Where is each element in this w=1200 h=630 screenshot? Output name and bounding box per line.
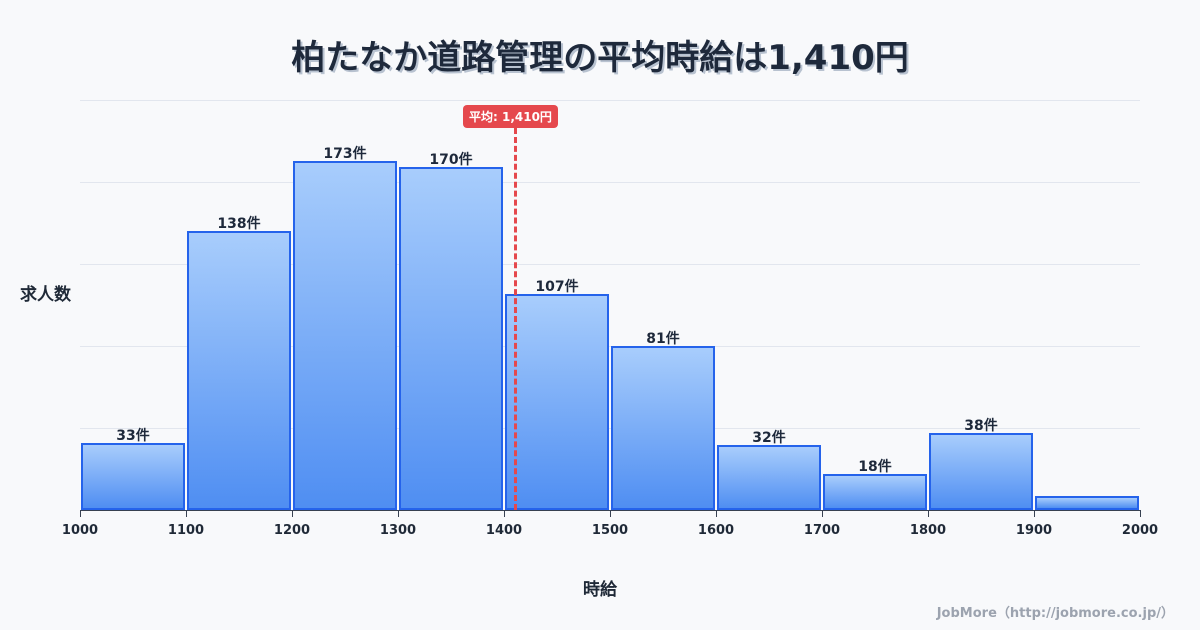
x-tick-label: 1500 [591, 523, 629, 538]
mean-badge: 平均: 1,410円 [463, 105, 558, 128]
histogram-bar: 170件 [399, 152, 503, 510]
x-tick [610, 510, 611, 517]
bar-value-label: 32件 [752, 430, 786, 447]
x-tick [292, 510, 293, 517]
histogram-bar: 33件 [81, 428, 185, 510]
x-tick-label: 1700 [803, 523, 841, 538]
x-tick-label: 1900 [1015, 523, 1053, 538]
bar-value-label: 38件 [964, 418, 998, 435]
x-tick [928, 510, 929, 517]
y-axis-label: 求人数 [20, 285, 71, 305]
gridline [80, 182, 1140, 183]
gridline [80, 100, 1140, 101]
histogram-bar: 173件 [293, 146, 397, 510]
source-credit: JobMore（http://jobmore.co.jp/） [936, 606, 1174, 621]
x-tick-label: 1200 [273, 523, 311, 538]
histogram-bar [1035, 495, 1139, 510]
x-tick-label: 1000 [61, 523, 99, 538]
x-tick [398, 510, 399, 517]
x-tick [1034, 510, 1035, 517]
x-axis-label: 時給 [583, 580, 617, 600]
histogram-bar: 81件 [611, 331, 715, 510]
gridline [80, 264, 1140, 265]
x-tick-label: 2000 [1121, 523, 1159, 538]
bar-value-label: 18件 [858, 458, 892, 475]
bar-value-label: 170件 [429, 151, 473, 168]
chart-title: 柏たなか道路管理の平均時給は1,410円 [291, 38, 909, 78]
x-tick-label: 1100 [167, 523, 205, 538]
mean-line [514, 128, 517, 510]
x-tick-label: 1600 [697, 523, 735, 538]
gridline [80, 428, 1140, 429]
histogram-bar: 32件 [717, 430, 821, 510]
plot-area: 33件 138件 173件 170件 107件 81件 32件 18件 38件 [80, 100, 1141, 517]
bar-value-label: 138件 [217, 216, 261, 233]
gridline [80, 346, 1140, 347]
x-tick-label: 1800 [909, 523, 947, 538]
x-tick [186, 510, 187, 517]
x-tick [504, 510, 505, 517]
histogram-bar: 138件 [187, 216, 291, 510]
x-tick [80, 510, 81, 517]
histogram-bar: 38件 [929, 418, 1033, 510]
bar-value-label: 173件 [323, 145, 367, 162]
bar-value-label: 107件 [535, 278, 579, 295]
histogram-bar: 107件 [505, 279, 609, 510]
x-tick-label: 1300 [379, 523, 417, 538]
x-tick [716, 510, 717, 517]
x-tick [822, 510, 823, 517]
bar-value-label: 81件 [646, 331, 680, 348]
bar-value-label: 33件 [116, 428, 150, 445]
histogram-bar: 18件 [823, 459, 927, 510]
x-tick [1140, 510, 1141, 517]
x-tick-label: 1400 [485, 523, 523, 538]
